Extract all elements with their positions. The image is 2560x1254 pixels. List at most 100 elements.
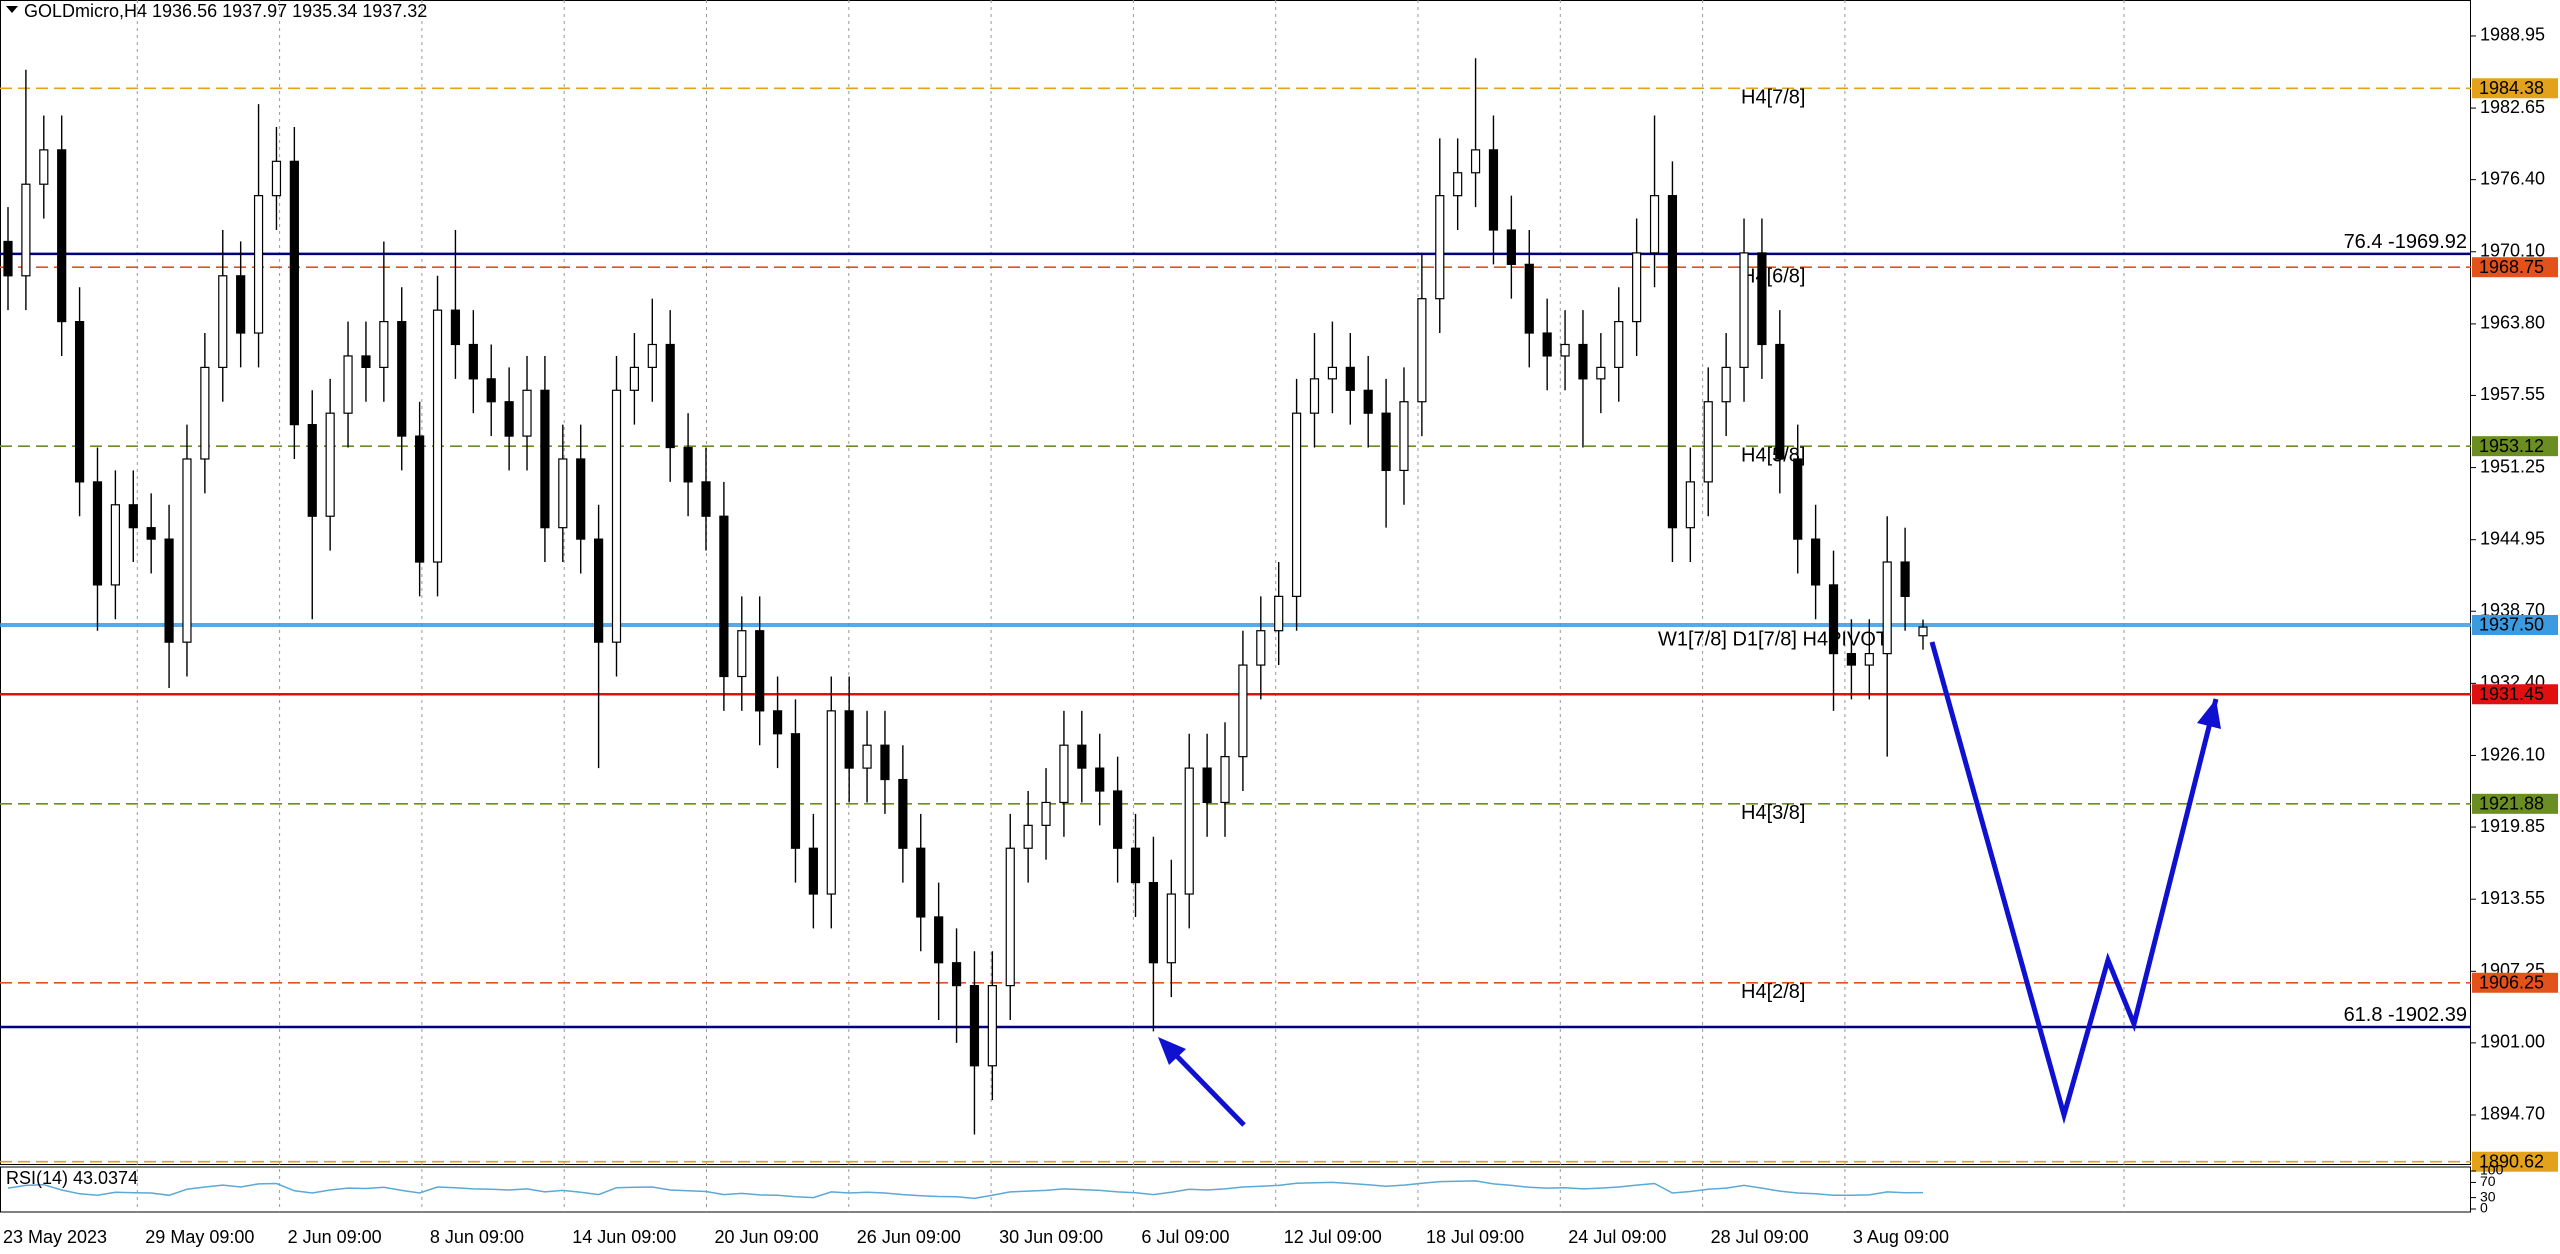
x-tick-label: 12 Jul 09:00 — [1284, 1227, 1382, 1247]
x-tick-label: 29 May 09:00 — [145, 1227, 254, 1247]
candle-body — [1327, 366, 1337, 380]
candle-body — [1470, 149, 1481, 174]
price-tag-box — [2472, 793, 2558, 814]
indicator-title: RSI(14) 43.0374 — [6, 1168, 138, 1188]
candle-body — [951, 962, 962, 987]
menu-triangle[interactable] — [6, 6, 18, 13]
candle-body — [1023, 824, 1033, 849]
candle-body — [1435, 195, 1445, 300]
y-tick-label: 1919.85 — [2480, 816, 2545, 836]
axis-layer: 1988.95 1982.65 1976.40 1970.10 1963.80 1957.… — [3, 25, 2558, 1247]
candle-body — [432, 309, 443, 563]
level-label: H4[7/8] — [1741, 87, 1805, 109]
price-tag: 1921.88 — [2479, 794, 2544, 814]
price-tag: 1937.50 — [2479, 615, 2544, 635]
indicator-tick-label: 30 — [2480, 1188, 2496, 1204]
candle-body — [289, 160, 299, 426]
candle-body — [450, 309, 461, 346]
x-tick-label: 30 Jun 09:00 — [999, 1227, 1103, 1247]
candle-body — [1757, 252, 1767, 346]
level-label: 76.4 -1969.92 — [2344, 231, 2467, 253]
candle-body — [1005, 847, 1015, 987]
y-tick-label: 1976.40 — [2480, 168, 2545, 188]
pointer-arrow — [1166, 1045, 1246, 1127]
price-tag: 1984.38 — [2479, 78, 2544, 98]
plot-frame — [0, 0, 2471, 1165]
candle-body — [397, 320, 407, 437]
candle-body — [1345, 366, 1355, 391]
candle-body — [1417, 298, 1427, 403]
candle-body — [1900, 561, 1910, 597]
candle-body — [92, 481, 103, 586]
candle-body — [1041, 801, 1051, 826]
candle-body — [665, 343, 675, 449]
candle-body — [486, 378, 496, 403]
candle-body — [1381, 412, 1391, 472]
candle-body — [1775, 343, 1785, 460]
candle-body — [719, 515, 729, 678]
candle-body — [253, 195, 264, 334]
candle-body — [1506, 229, 1516, 265]
candle-body — [1864, 653, 1874, 666]
candle-body — [1739, 252, 1749, 368]
x-tick-label: 28 Jul 09:00 — [1711, 1227, 1809, 1247]
candle-body — [1256, 630, 1266, 666]
candle-body — [1846, 653, 1857, 666]
candle-body — [325, 412, 335, 517]
level-label: H4[6/8] — [1741, 265, 1805, 287]
candle-body — [1632, 252, 1642, 323]
price-tag-box — [2472, 257, 2558, 278]
candle-body — [1596, 366, 1606, 380]
candle-body — [629, 366, 640, 391]
x-tick-label: 8 Jun 09:00 — [430, 1227, 524, 1247]
candle-body — [361, 355, 371, 368]
x-tick-label: 6 Jul 09:00 — [1141, 1227, 1229, 1247]
candle-body — [880, 744, 890, 781]
candle-body — [1238, 664, 1248, 758]
y-tick-label: 1988.95 — [2480, 25, 2545, 45]
arrow-head — [1158, 1037, 1186, 1065]
candle-body — [74, 320, 85, 483]
price-tag-box — [2472, 1151, 2558, 1172]
candle-body — [1453, 172, 1463, 197]
y-tick-label: 1970.10 — [2480, 241, 2545, 261]
candle-body — [1399, 401, 1409, 472]
price-tag: 1906.25 — [2479, 973, 2544, 993]
candle-body — [790, 733, 801, 849]
candle-body — [1667, 195, 1678, 529]
candle-body — [934, 916, 944, 964]
candle-body — [755, 630, 765, 712]
indicator-tick-label: 100 — [2480, 1162, 2504, 1178]
candle-body — [200, 366, 210, 460]
candle-body — [1202, 767, 1212, 804]
indicator-tick-label: 0 — [2480, 1200, 2488, 1216]
candle-body — [1793, 458, 1803, 540]
candle-body — [57, 149, 67, 323]
x-tick-label: 18 Jul 09:00 — [1426, 1227, 1524, 1247]
candle-body — [1811, 538, 1821, 586]
candle-body — [826, 710, 836, 895]
level-label: W1[7/8] D1[7/8] H4PIVOT — [1658, 628, 1888, 650]
y-tick-label: 1926.10 — [2480, 744, 2545, 764]
level-label: H4[2/8] — [1741, 981, 1805, 1003]
price-tag-box — [2472, 684, 2558, 705]
candle-body — [1220, 756, 1230, 804]
candle-body — [504, 401, 514, 437]
candle-body — [987, 985, 997, 1067]
candle-body — [611, 389, 622, 643]
candle-body — [862, 744, 872, 769]
y-tick-label: 1944.95 — [2480, 528, 2545, 548]
y-tick-label: 1901.00 — [2480, 1032, 2545, 1052]
candle-body — [1166, 893, 1176, 964]
candle-body — [1113, 790, 1123, 849]
candle-body — [343, 355, 353, 414]
candle-body — [1703, 401, 1713, 483]
candle-body — [1488, 149, 1499, 231]
candle-body — [3, 240, 13, 277]
candle-body — [1363, 389, 1373, 414]
candle-body — [969, 985, 980, 1067]
candle-body — [236, 275, 246, 334]
candle-body — [1309, 378, 1320, 414]
candle-body — [1130, 847, 1141, 884]
candles-layer — [3, 58, 1928, 1135]
